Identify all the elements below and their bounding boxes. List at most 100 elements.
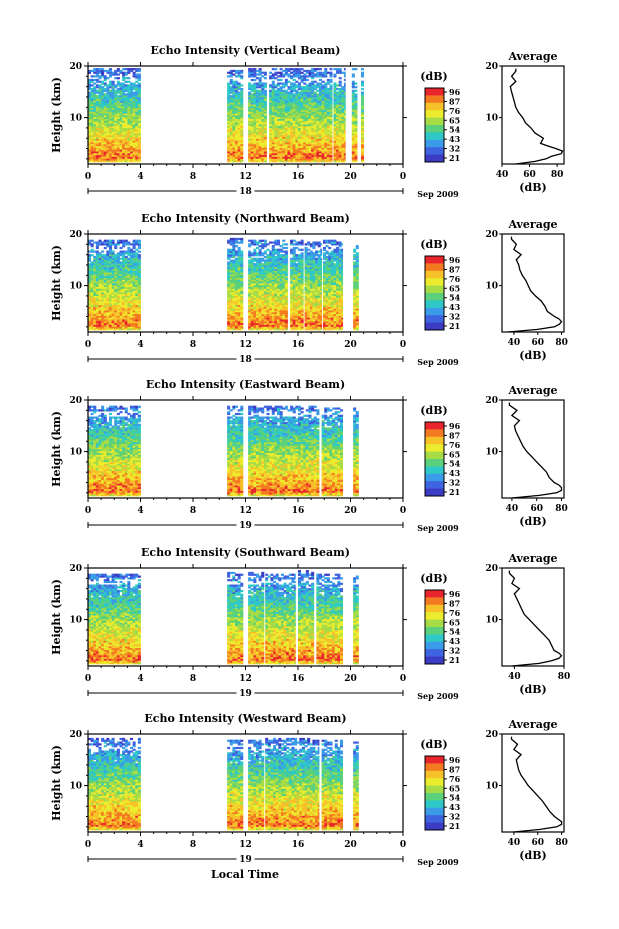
heatmap-cell (290, 147, 294, 150)
heatmap-cell (295, 122, 299, 125)
heatmap-cell (324, 138, 328, 141)
heatmap-cell (329, 86, 333, 89)
heatmap-cell (269, 149, 273, 152)
heatmap-cell (282, 116, 286, 120)
heatmap-cell (319, 82, 323, 85)
heatmap-cell (256, 313, 260, 316)
heatmap-cell (109, 127, 113, 130)
heatmap-cell (274, 257, 278, 260)
heatmap-cell (232, 241, 236, 244)
heatmap-cell (240, 111, 244, 114)
heatmap-cell (269, 75, 273, 78)
heatmap-cell (326, 104, 330, 107)
heatmap-cell (282, 122, 286, 125)
heatmap-cell (250, 259, 254, 262)
heatmap-cell (116, 292, 120, 295)
heatmap-cell (235, 245, 239, 248)
heatmap-cell (263, 96, 267, 100)
heatmap-cell (295, 69, 299, 73)
heatmap-cell (98, 68, 102, 71)
heatmap-cell (308, 127, 312, 130)
heatmap-cell (274, 302, 278, 306)
heatmap-cell (269, 93, 273, 96)
heatmap-cell (326, 133, 330, 136)
heatmap-cell (324, 156, 328, 159)
heatmap-cell (122, 73, 126, 76)
heatmap-cell (258, 275, 262, 278)
heatmap-cell (137, 82, 141, 85)
heatmap-cell (237, 279, 241, 282)
heatmap-cell (227, 313, 231, 316)
heatmap-cell (248, 299, 252, 302)
heatmap-cell (269, 160, 273, 163)
heatmap-cell (248, 320, 252, 324)
heatmap-cell (90, 124, 94, 127)
heatmap-cell (269, 275, 273, 278)
heatmap-cell (103, 322, 107, 325)
heatmap-cell (98, 317, 102, 320)
heatmap-cell (361, 104, 365, 107)
heatmap-cell (127, 279, 131, 282)
heatmap-cell (266, 304, 270, 307)
heatmap-cell (277, 100, 281, 103)
heatmap-cell (250, 100, 254, 103)
heatmap-cell (93, 313, 97, 316)
heatmap-cell (101, 250, 105, 253)
heatmap-cell (235, 315, 239, 318)
heatmap-cell (300, 87, 304, 91)
heatmap-cell (235, 96, 239, 100)
heatmap-cell (250, 120, 254, 123)
heatmap-cell (119, 147, 123, 150)
heatmap-cell (240, 237, 244, 241)
heatmap-cell (333, 91, 337, 94)
heatmap-cell (263, 264, 267, 268)
heatmap-cell (232, 320, 236, 324)
heatmap-cell (122, 122, 126, 125)
heatmap-cell (253, 127, 257, 130)
heatmap-cell (248, 71, 252, 74)
heatmap-cell (258, 319, 262, 322)
heatmap-cell (90, 109, 94, 112)
heatmap-cell (263, 295, 267, 298)
heatmap-cell (271, 290, 275, 293)
heatmap-cell (248, 290, 252, 293)
heatmap-cell (90, 75, 94, 78)
heatmap-cell (269, 115, 273, 118)
heatmap-cell (103, 131, 107, 134)
heatmap-cell (90, 306, 94, 309)
heatmap-cell (274, 125, 278, 129)
heatmap-cell (240, 315, 244, 318)
heatmap-cell (319, 104, 323, 107)
heatmap-cell (324, 125, 328, 129)
heatmap-cell (361, 124, 365, 127)
heatmap-cell (237, 270, 241, 273)
heatmap-cell (119, 84, 123, 87)
heatmap-cell (124, 156, 128, 159)
heatmap-cell (256, 290, 260, 293)
heatmap-cell (137, 68, 141, 71)
heatmap-cell (135, 129, 139, 132)
heatmap-cell (135, 138, 139, 141)
heatmap-cell (90, 118, 94, 121)
heatmap-cell (137, 328, 141, 331)
heatmap-cell (329, 78, 333, 82)
heatmap-cell (88, 286, 92, 289)
heatmap-cell (313, 134, 317, 138)
heatmap-cell (258, 268, 262, 271)
heatmap-cell (287, 118, 291, 121)
heatmap-cell (250, 254, 254, 257)
heatmap-cell (319, 154, 323, 157)
heatmap-cell (124, 268, 128, 271)
heatmap-cell (266, 275, 270, 278)
heatmap-cell (98, 131, 102, 134)
heatmap-cell (137, 100, 141, 103)
heatmap-cell (137, 304, 141, 307)
heatmap-cell (127, 89, 131, 92)
heatmap-cell (122, 320, 126, 324)
heatmap-cell (127, 295, 131, 298)
heatmap-cell (124, 134, 128, 138)
heatmap-cell (232, 304, 236, 307)
heatmap-cell (326, 93, 330, 96)
heatmap-cell (277, 308, 281, 311)
heatmap-cell (305, 69, 309, 73)
